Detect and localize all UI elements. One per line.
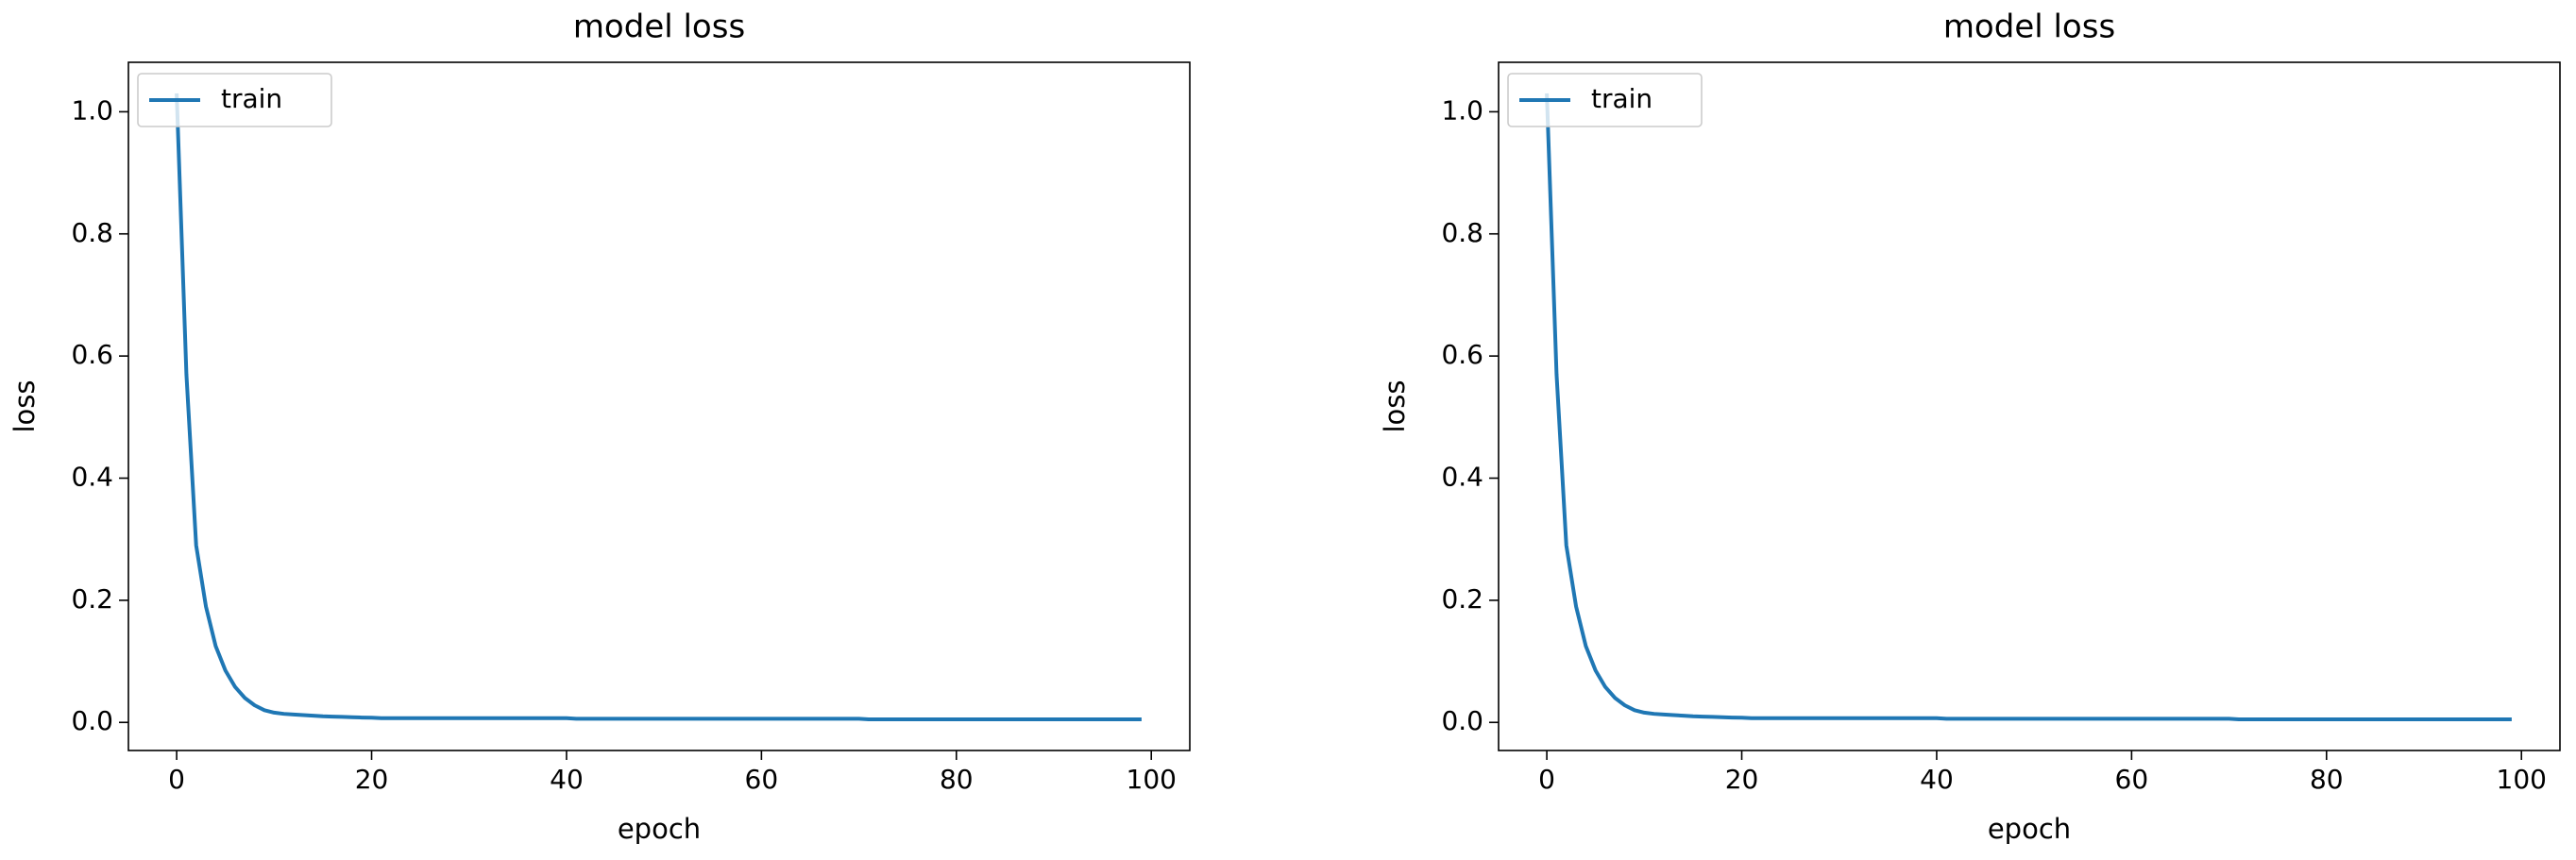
y-tick-label: 1.0 bbox=[71, 94, 113, 126]
y-tick-label: 0.8 bbox=[1441, 217, 1483, 248]
y-tick-label: 0.6 bbox=[71, 339, 113, 370]
y-tick-label: 0.2 bbox=[71, 583, 113, 615]
chart: model loss epoch loss 0 20 40 60 80 100 0.0 0.2 0.4… bbox=[1379, 8, 2561, 845]
y-tick-label: 0.2 bbox=[1441, 583, 1483, 615]
x-tick-label: 80 bbox=[2310, 764, 2344, 795]
legend-label: train bbox=[1591, 83, 1652, 114]
y-tick-label: 0.8 bbox=[71, 217, 113, 248]
chart-title: model loss bbox=[573, 8, 745, 46]
y-tick-label: 0.4 bbox=[1441, 462, 1483, 493]
line-series bbox=[175, 93, 1142, 722]
x-tick-label: 80 bbox=[940, 764, 974, 795]
y-tick-label: 0.6 bbox=[1441, 339, 1483, 370]
x-tick-label: 40 bbox=[1920, 764, 1954, 795]
line-series bbox=[1545, 93, 2512, 722]
legend: train bbox=[137, 73, 332, 127]
legend-box bbox=[1507, 73, 1703, 127]
x-tick-label: 60 bbox=[2115, 764, 2149, 795]
chart-title: model loss bbox=[1943, 8, 2115, 46]
x-tick-label: 20 bbox=[1725, 764, 1759, 795]
axes-frame bbox=[127, 61, 1191, 751]
y-axis-label: loss bbox=[8, 379, 41, 432]
legend-label: train bbox=[221, 83, 282, 114]
x-axis-label: epoch bbox=[618, 813, 701, 845]
x-tick-label: 40 bbox=[550, 764, 584, 795]
x-tick-label: 60 bbox=[745, 764, 779, 795]
chart: model loss epoch loss 0 20 40 60 80 100 0.0 0.2 0.4… bbox=[8, 8, 1191, 845]
y-tick-label: 0.4 bbox=[71, 462, 113, 493]
x-tick-label: 100 bbox=[1127, 764, 1177, 795]
y-tick-label: 0.0 bbox=[71, 705, 113, 736]
y-axis-label: loss bbox=[1379, 379, 1411, 432]
x-axis-label: epoch bbox=[1988, 813, 2071, 845]
legend-box bbox=[137, 73, 332, 127]
axes-frame bbox=[1498, 61, 2561, 751]
x-tick-label: 0 bbox=[168, 764, 185, 795]
x-tick-label: 100 bbox=[2497, 764, 2547, 795]
y-tick-label: 0.0 bbox=[1441, 705, 1483, 736]
x-tick-label: 20 bbox=[355, 764, 389, 795]
x-tick-label: 0 bbox=[1538, 764, 1555, 795]
legend: train bbox=[1507, 73, 1703, 127]
y-tick-label: 1.0 bbox=[1441, 94, 1483, 126]
